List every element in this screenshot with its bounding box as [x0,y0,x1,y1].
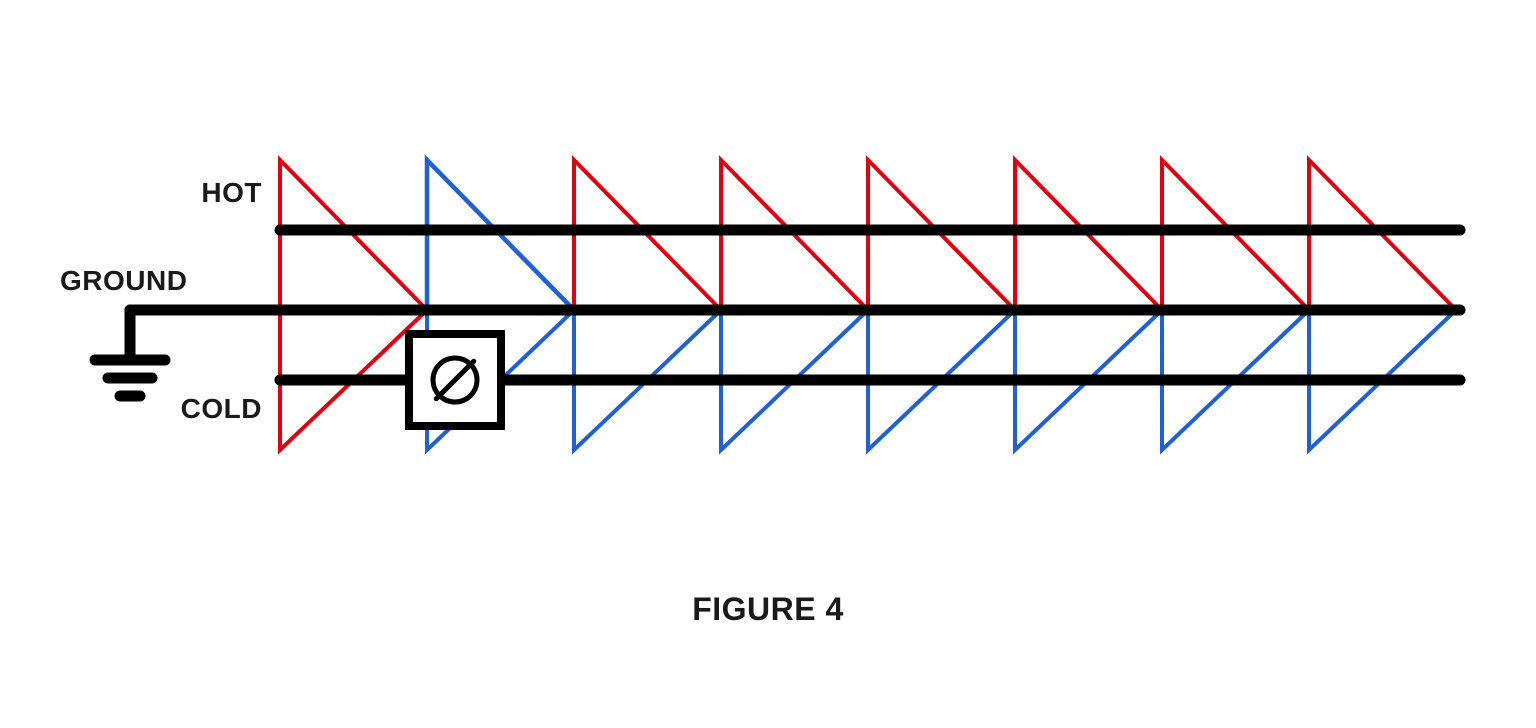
figure-caption: FIGURE 4 [692,591,844,627]
hot-label: HOT [201,177,262,208]
cold-label: COLD [181,393,262,424]
ground-label: GROUND [60,265,187,296]
figure-4-diagram: HOT GROUND COLD FIGURE 4 [0,0,1536,728]
